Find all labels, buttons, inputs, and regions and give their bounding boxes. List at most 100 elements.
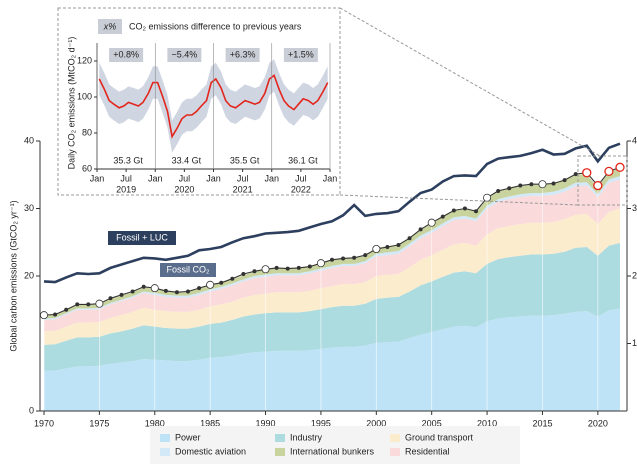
legend-label: Ground transport — [405, 432, 474, 442]
x-tick-label: 1990 — [256, 418, 276, 428]
data-point — [141, 284, 146, 289]
y2-tick-label: 40 — [632, 135, 637, 145]
year-label: 2020 — [174, 184, 194, 194]
x-tick-label: Jan — [148, 173, 163, 183]
y-tick-label: 120 — [77, 55, 92, 65]
data-point — [538, 180, 547, 189]
data-point — [593, 180, 603, 191]
y2-tick-label: 30 — [632, 203, 637, 213]
stacked-area — [44, 208, 620, 345]
data-point — [163, 288, 168, 293]
x-tick-label: 1985 — [200, 418, 220, 428]
x-tick-label: Jul — [295, 173, 307, 183]
data-point — [197, 286, 202, 291]
legend-swatch — [390, 448, 400, 456]
line-label-box — [160, 263, 216, 277]
key-box — [98, 19, 122, 34]
x-tick-label: Jan — [264, 173, 279, 183]
zoom-box — [577, 155, 628, 206]
year-label: 2021 — [233, 184, 253, 194]
data-point — [418, 227, 423, 232]
x-tick-label: 2015 — [532, 418, 552, 428]
data-point — [274, 265, 279, 270]
year-label: 2022 — [291, 184, 311, 194]
data-point — [615, 162, 625, 172]
data-point — [241, 271, 246, 276]
line-label-box — [108, 231, 176, 245]
change-box — [283, 48, 318, 62]
change-label: +6.3% — [230, 49, 256, 59]
change-label: +0.8% — [113, 49, 139, 59]
y2-tick-label: 10 — [632, 338, 637, 348]
change-box — [225, 48, 260, 62]
line-label: Fossil + LUC — [116, 232, 168, 242]
data-point — [261, 265, 270, 274]
stacked-area — [44, 179, 620, 332]
inset-title: CO₂ emissions difference to previous yea… — [129, 21, 302, 31]
data-point — [372, 244, 381, 253]
data-point — [119, 292, 124, 297]
data-point — [174, 290, 179, 295]
data-point — [483, 193, 492, 202]
x-tick-label: 1980 — [145, 418, 165, 428]
data-point — [582, 168, 592, 178]
x-tick-label: Jan — [90, 173, 105, 183]
x-tick-label: 2010 — [477, 418, 497, 428]
data-point — [86, 302, 91, 307]
y-tick-label: 30 — [24, 203, 34, 213]
x-tick-label: 1975 — [89, 418, 109, 428]
y-tick-label: 60 — [82, 163, 92, 173]
data-point — [341, 256, 346, 261]
y-tick-label: 100 — [77, 91, 92, 101]
x-tick-label: Jul — [120, 173, 132, 183]
legend-swatch — [275, 448, 285, 456]
data-point — [407, 236, 412, 241]
year-label: 2019 — [116, 184, 136, 194]
legend-swatch — [160, 448, 170, 456]
data-point — [507, 186, 512, 191]
legend-box — [150, 426, 520, 464]
connector — [339, 7, 601, 157]
data-point — [316, 259, 325, 268]
data-point — [108, 296, 113, 301]
data-point — [285, 266, 290, 271]
y-tick-label: 40 — [24, 135, 34, 145]
data-point — [562, 178, 567, 183]
annual-total: 33.4 Gt — [172, 155, 202, 165]
data-point — [352, 255, 357, 260]
data-point — [95, 299, 104, 308]
legend-label: Industry — [290, 432, 323, 442]
annual-total: 35.5 Gt — [230, 155, 260, 165]
x-tick-label: 2020 — [588, 418, 608, 428]
data-point — [385, 244, 390, 249]
legend-label: Power — [175, 432, 201, 442]
data-point — [150, 284, 159, 293]
change-box — [167, 48, 202, 62]
change-label: −5.4% — [171, 49, 197, 59]
data-point — [206, 280, 215, 289]
data-point — [75, 302, 80, 307]
x-tick-label: 1995 — [311, 418, 331, 428]
data-point — [451, 208, 456, 213]
x-tick-label: Jul — [237, 173, 249, 183]
y-tick-label: 20 — [24, 270, 34, 280]
x-tick-label: Jan — [323, 173, 338, 183]
data-point — [604, 166, 614, 177]
legend-label: Residential — [405, 446, 450, 456]
x-tick-label: Jul — [179, 173, 191, 183]
change-label: +1.5% — [288, 49, 314, 59]
inset-chart: x% CO₂ emissions difference to previous y… — [66, 19, 337, 194]
stacked-area — [44, 242, 620, 371]
data-point — [496, 188, 501, 193]
data-point — [529, 182, 534, 187]
x-tick-label: 1970 — [34, 418, 54, 428]
x-tick-label: 2005 — [422, 418, 442, 428]
data-point — [329, 257, 334, 262]
legend-swatch — [160, 434, 170, 442]
data-point — [307, 264, 312, 269]
data-point — [185, 289, 190, 294]
y-tick-label: 80 — [82, 127, 92, 137]
data-point — [473, 209, 478, 214]
legend: Power Industry Ground transport Residential… — [160, 432, 474, 456]
